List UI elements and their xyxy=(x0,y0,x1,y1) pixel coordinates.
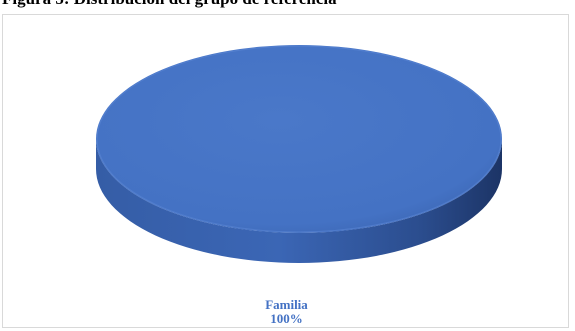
pie-chart xyxy=(96,45,502,263)
data-label-category: Familia xyxy=(265,297,308,312)
pie-slice-rim-familia xyxy=(96,45,502,233)
figure-caption-text: Figura 5: Distribución del grupo de refe… xyxy=(2,0,337,9)
chart-area: Familia 100% xyxy=(2,14,569,328)
data-label-percent: 100% xyxy=(270,311,303,326)
figure-caption: Figura 5: Distribución del grupo de refe… xyxy=(0,0,575,10)
pie-slice-familia xyxy=(96,45,502,233)
pie-slice-side-familia xyxy=(96,139,502,263)
